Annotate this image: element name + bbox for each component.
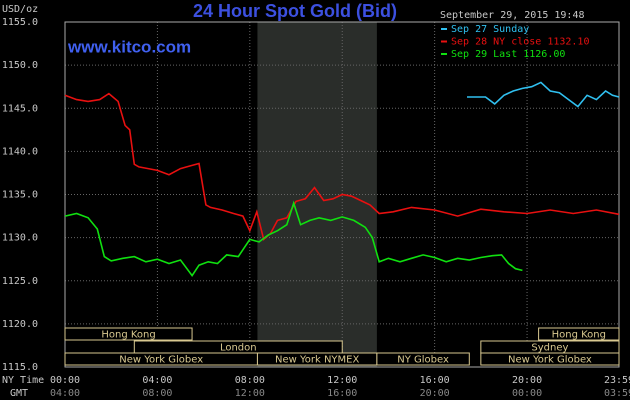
legend-label: Sep 28 NY close 1132.10 xyxy=(451,37,589,48)
session-label: London xyxy=(220,343,257,354)
x-tick-label: 00:00 xyxy=(50,375,80,386)
series-line xyxy=(467,81,620,108)
x-tick-label: 20:00 xyxy=(512,375,542,386)
x-axis-label: NY Time xyxy=(2,375,44,386)
x2-tick-label: 00:00 xyxy=(512,388,542,399)
y-tick-label: 1120.0 xyxy=(2,319,38,330)
x-tick-label: 04:00 xyxy=(142,375,172,386)
series-line xyxy=(64,200,523,277)
session-label: NY Globex xyxy=(397,355,449,366)
y-tick-label: 1145.0 xyxy=(2,103,38,114)
y-axis-label: USD/oz xyxy=(2,4,38,15)
x2-tick-label: 16:00 xyxy=(327,388,357,399)
x2-tick-label: 20:00 xyxy=(420,388,450,399)
y-tick-label: 1135.0 xyxy=(2,190,38,201)
session-box xyxy=(480,352,620,366)
x2-tick-label: 12:00 xyxy=(235,388,265,399)
x-tick-label: 23:59 xyxy=(604,375,630,386)
session-box xyxy=(64,327,193,341)
x2-tick-label: 04:00 xyxy=(50,388,80,399)
y-tick-label: 1130.0 xyxy=(2,233,38,244)
y-tick-label: 1125.0 xyxy=(2,276,38,287)
x2-tick-label: 08:00 xyxy=(142,388,172,399)
x-tick-label: 16:00 xyxy=(420,375,450,386)
plot-frame xyxy=(64,21,620,368)
legend-label: Sep 29 Last 1126.00 xyxy=(451,49,565,60)
session-box xyxy=(538,327,620,341)
legend-label: Sep 27 Sunday xyxy=(451,24,529,35)
session-label: Hong Kong xyxy=(101,330,155,341)
y-tick-label: 1140.0 xyxy=(2,146,38,157)
x-tick-label: 12:00 xyxy=(327,375,357,386)
session-label: New York Globex xyxy=(508,355,592,366)
y-tick-label: 1115.0 xyxy=(2,362,38,373)
timestamp: September 29, 2015 19:48 xyxy=(440,10,585,21)
x-tick-label: 08:00 xyxy=(235,375,265,386)
session-label: New York NYMEX xyxy=(275,355,360,366)
chart-title: 24 Hour Spot Gold (Bid) xyxy=(193,1,397,21)
session-label: New York Globex xyxy=(119,355,203,366)
watermark: www.kitco.com xyxy=(67,37,191,56)
x2-tick-label: 03:59 xyxy=(604,388,630,399)
session-label: Hong Kong xyxy=(552,330,606,341)
y-tick-label: 1150.0 xyxy=(2,60,38,71)
x2-axis-label: GMT xyxy=(10,388,28,399)
session-label: Sydney xyxy=(531,343,568,354)
y-tick-label: 1155.0 xyxy=(2,17,38,28)
session-box xyxy=(376,352,470,366)
